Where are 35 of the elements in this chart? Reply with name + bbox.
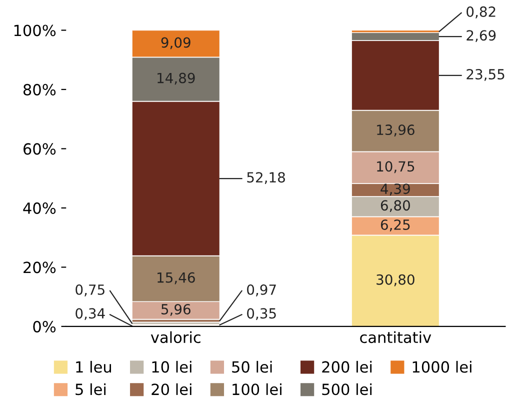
data-label: 9,09 xyxy=(161,37,190,50)
data-label: 2,69 xyxy=(466,30,496,42)
x-tick-label: cantitativ xyxy=(360,331,432,344)
y-tick-label: 80% xyxy=(23,84,56,96)
legend-label: 1 leu xyxy=(76,360,111,373)
legend-label: 100 lei xyxy=(232,383,282,396)
data-label: 6,25 xyxy=(380,219,410,232)
y-tick-label: 20% xyxy=(24,262,56,274)
legend-label: 200 lei xyxy=(322,360,372,373)
legend-label: 500 lei xyxy=(322,383,372,396)
legend-label: 10 lei xyxy=(152,360,192,373)
y-tick-label: 100% xyxy=(14,24,56,36)
data-label: 5,96 xyxy=(162,304,190,316)
data-label: 0,97 xyxy=(247,284,276,296)
data-label: 6,80 xyxy=(380,200,410,212)
data-label: 15,46 xyxy=(158,272,195,284)
data-label: 52,18 xyxy=(247,172,285,184)
data-label: 13,96 xyxy=(377,124,414,136)
data-label: 10,75 xyxy=(377,161,414,174)
legend-label: 20 lei xyxy=(152,383,192,396)
y-tick-label: 40% xyxy=(23,202,56,214)
data-label: 23,55 xyxy=(466,68,504,81)
legend-label: 50 lei xyxy=(232,360,272,373)
data-label: 0,75 xyxy=(76,284,104,296)
data-label: 0,34 xyxy=(76,308,105,320)
y-tick-label: 60% xyxy=(24,143,56,155)
data-label: 4,39 xyxy=(380,184,410,196)
data-label: 30,80 xyxy=(376,274,414,286)
data-label: 14,89 xyxy=(158,72,195,85)
legend-label: 5 lei xyxy=(76,383,106,396)
legend-label: 1000 lei xyxy=(412,360,472,373)
data-label: 0,82 xyxy=(466,6,496,18)
y-tick-label: 0% xyxy=(33,320,56,332)
x-tick-label: valoric xyxy=(150,331,200,344)
data-label: 0,35 xyxy=(247,308,276,320)
